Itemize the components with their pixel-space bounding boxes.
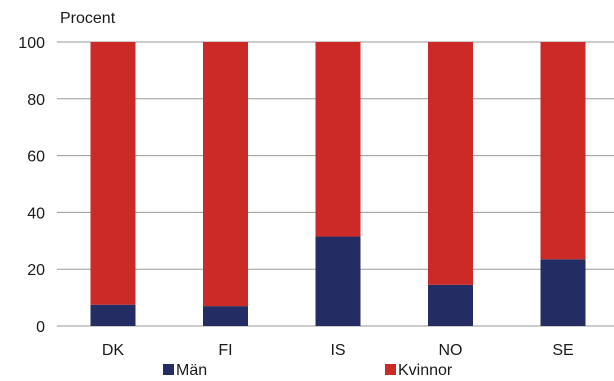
x-tick-label: FI — [218, 342, 232, 359]
bar-mn-is — [315, 236, 361, 326]
legend: Män Kvinnor — [163, 362, 453, 379]
y-axis-title: Procent — [60, 10, 116, 27]
y-tick-label: 20 — [27, 262, 45, 279]
y-axis-ticks: 0 20 40 60 80 100 — [18, 35, 45, 336]
x-tick-label: NO — [439, 342, 463, 359]
x-tick-label: SE — [552, 342, 573, 359]
legend-swatch — [163, 364, 174, 375]
x-axis-ticks: DK FI IS NO SE — [102, 342, 574, 359]
bar-kvinnor-se — [540, 42, 586, 260]
bar-kvinnor-dk — [90, 42, 136, 305]
bars — [90, 42, 586, 326]
y-tick-label: 60 — [27, 149, 45, 166]
bar-mn-se — [540, 259, 586, 326]
bar-mn-fi — [203, 306, 248, 326]
x-tick-label: DK — [102, 342, 125, 359]
y-tick-label: 100 — [18, 35, 45, 52]
bar-kvinnor-no — [428, 42, 473, 285]
y-tick-label: 80 — [27, 92, 45, 109]
bar-kvinnor-is — [315, 42, 361, 237]
bar-mn-dk — [90, 304, 136, 326]
legend-label: Män — [176, 362, 207, 379]
bar-mn-no — [428, 284, 473, 326]
y-tick-label: 40 — [27, 205, 45, 222]
bar-kvinnor-fi — [203, 42, 248, 307]
legend-label: Kvinnor — [398, 362, 453, 379]
legend-swatch — [385, 364, 396, 375]
y-tick-label: 0 — [36, 319, 45, 336]
x-tick-label: IS — [330, 342, 345, 359]
